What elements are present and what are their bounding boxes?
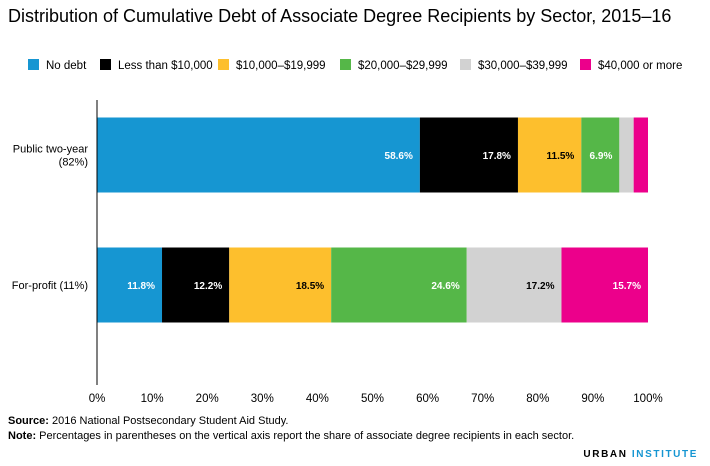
x-tick-label: 90% — [581, 393, 604, 405]
note-label: Note: — [8, 430, 37, 442]
bar-segment — [162, 247, 230, 323]
bar-segment — [331, 247, 467, 323]
data-label: 17.2% — [526, 281, 554, 292]
x-tick-label: 0% — [89, 393, 106, 405]
source-line: Source: 2016 National Postsecondary Stud… — [8, 414, 608, 429]
legend-swatch — [340, 59, 351, 71]
legend-entry: $20,000–$29,999 — [340, 59, 448, 78]
legend-entry: $40,000 or more — [580, 59, 683, 78]
legend-label: No debt — [46, 60, 87, 72]
legend: No debt Less than $10,000 $10,000–$19,999 $… — [0, 59, 710, 78]
legend-swatch — [580, 59, 591, 71]
legend-entry: No debt — [28, 59, 87, 78]
bar-segment — [581, 117, 620, 193]
bar-segment — [561, 247, 648, 323]
brand-logo: URBAN INSTITUTE — [583, 449, 698, 460]
legend-label: $10,000–$19,999 — [236, 60, 326, 72]
note-text: Percentages in parentheses on the vertic… — [36, 430, 575, 442]
legend-label: Less than $10,000 — [118, 60, 213, 72]
bar-segment — [517, 117, 582, 193]
source-label: Source: — [8, 415, 49, 427]
legend-label: $20,000–$29,999 — [358, 60, 448, 72]
legend-entry: $30,000–$39,999 — [460, 59, 568, 78]
x-tick-label: 80% — [526, 393, 549, 405]
legend-entry: $10,000–$19,999 — [218, 59, 326, 78]
bar-segment — [633, 117, 648, 193]
data-label: 6.9% — [590, 151, 613, 162]
source-text: 2016 National Postsecondary Student Aid … — [48, 415, 289, 427]
legend-swatch — [218, 59, 229, 71]
legend-label: $40,000 or more — [598, 60, 683, 72]
footer: Source: 2016 National Postsecondary Stud… — [8, 414, 608, 444]
data-label: 17.8% — [483, 151, 511, 162]
legend-swatch — [460, 59, 471, 71]
bar-segment — [619, 117, 634, 193]
brand-part-urban: URBAN — [583, 449, 628, 460]
brand-part-institute: INSTITUTE — [631, 449, 698, 460]
x-tick-label: 70% — [471, 393, 494, 405]
data-label: 12.2% — [194, 281, 222, 292]
data-label: 11.5% — [547, 151, 575, 162]
data-label: 58.6% — [385, 151, 413, 162]
data-label: 15.7% — [613, 281, 641, 292]
x-tick-label: 60% — [416, 393, 439, 405]
legend-entry: Less than $10,000 — [100, 59, 213, 78]
x-tick-label: 10% — [141, 393, 164, 405]
bar-segment — [229, 247, 332, 323]
bar-segment — [97, 247, 163, 323]
data-label: 18.5% — [296, 281, 324, 292]
bar-segment — [419, 117, 518, 193]
legend-label: $30,000–$39,999 — [478, 60, 568, 72]
bar-segment — [97, 117, 420, 193]
legend-swatch — [100, 59, 111, 71]
x-tick-label: 30% — [251, 393, 274, 405]
chart-title: Distribution of Cumulative Debt of Assoc… — [8, 6, 672, 26]
category-label: For-profit (11%) — [12, 280, 88, 292]
bar-segment — [466, 247, 562, 323]
x-tick-label: 100% — [633, 393, 662, 405]
data-label: 24.6% — [431, 281, 459, 292]
note-line: Note: Percentages in parentheses on the … — [8, 429, 608, 444]
x-tick-label: 40% — [306, 393, 329, 405]
x-tick-label: 50% — [361, 393, 384, 405]
x-tick-label: 20% — [196, 393, 219, 405]
category-label: Public two-year (82%) — [13, 144, 89, 169]
data-label: 11.8% — [127, 281, 155, 292]
legend-swatch — [28, 59, 39, 71]
